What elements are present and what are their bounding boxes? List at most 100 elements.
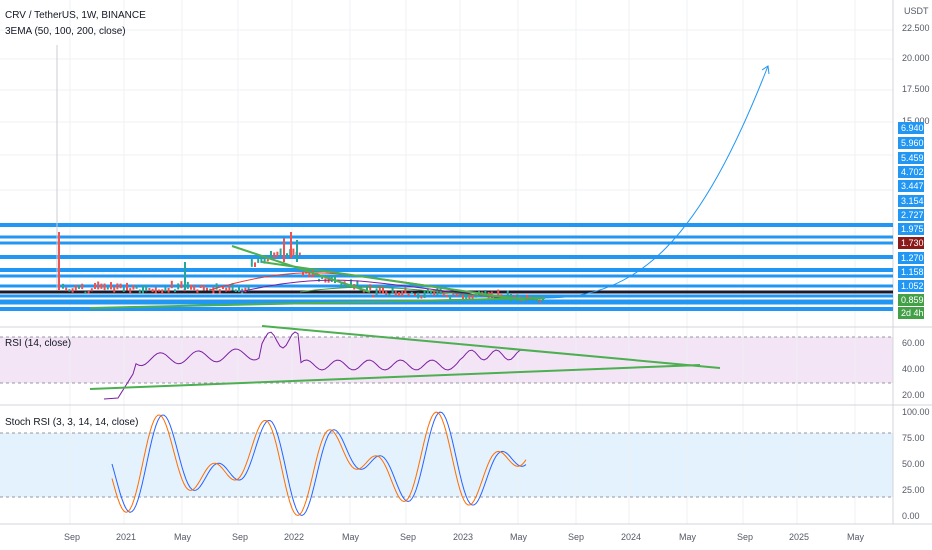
candle — [362, 289, 365, 293]
candle — [276, 251, 279, 257]
candle — [382, 286, 384, 294]
candle — [298, 252, 301, 256]
candle — [388, 293, 391, 298]
rsi-triangle-lines[interactable] — [89, 325, 721, 390]
candle — [145, 284, 148, 292]
price-tag-text: 3.154 — [901, 196, 924, 206]
price-tag-text: 1.052 — [901, 281, 924, 291]
stoch-tick: 100.00 — [902, 407, 930, 417]
price-tag-bg — [898, 294, 924, 306]
price-tag-bg — [898, 252, 924, 264]
candle — [238, 287, 240, 293]
candle — [468, 293, 471, 300]
candle — [180, 281, 183, 289]
candle — [430, 290, 432, 295]
candle — [455, 293, 458, 297]
time-label: 2024 — [621, 532, 641, 542]
candle — [142, 285, 144, 294]
candle — [161, 289, 164, 294]
time-label: 2025 — [789, 532, 809, 542]
stoch-tick: 0.00 — [902, 511, 920, 521]
price-tag-text: 4.702 — [901, 167, 924, 177]
candle — [420, 295, 423, 299]
candle — [228, 286, 231, 292]
price-tick: 17.500 — [902, 84, 930, 94]
candle — [103, 283, 106, 291]
candle — [126, 282, 128, 291]
price-tags: 6.940 5.960 5.459 4.702 3.447 3.154 2.72… — [898, 122, 924, 319]
vertical-grid — [69, 0, 856, 524]
candle — [94, 283, 96, 289]
stoch-indicator-label[interactable]: Stoch RSI (3, 3, 14, 14, close) — [5, 417, 138, 428]
candle — [71, 288, 74, 293]
symbol-title[interactable]: CRV / TetherUS, 1W, BINANCE — [5, 10, 146, 21]
candle — [113, 286, 116, 293]
candle — [170, 280, 173, 289]
price-tick: 22.500 — [902, 23, 930, 33]
ema-indicator-label[interactable]: 3EMA (50, 100, 200, close) — [5, 26, 126, 37]
price-tag-text: 1.270 — [901, 253, 924, 263]
rsi-indicator-label[interactable]: RSI (14, close) — [5, 338, 71, 349]
time-label: Sep — [400, 532, 416, 542]
candle — [110, 282, 112, 290]
candle — [302, 272, 304, 276]
price-trend-lines[interactable] — [89, 245, 546, 309]
candle — [513, 295, 516, 299]
candle — [474, 294, 477, 298]
candle — [177, 283, 180, 290]
stoch-k-line — [111, 411, 527, 517]
price-tag-text: 1.158 — [901, 267, 924, 277]
time-label: May — [679, 532, 697, 542]
candle — [129, 288, 132, 294]
countdown-tag-text: 2d 4h — [901, 308, 924, 318]
candle — [97, 281, 100, 290]
candle — [375, 288, 378, 295]
countdown-tag-bg — [898, 307, 924, 319]
stoch-tick: 50.00 — [902, 459, 925, 469]
candle — [340, 281, 343, 288]
candle — [283, 238, 285, 262]
candle — [446, 294, 448, 298]
time-axis[interactable]: Sep 2021 May Sep 2022 May Sep 2023 May S… — [64, 532, 865, 542]
candle — [266, 259, 269, 262]
rsi-tick: 20.00 — [902, 390, 925, 400]
candle — [442, 292, 445, 297]
candle — [273, 252, 276, 259]
candle — [350, 279, 352, 287]
candle — [356, 280, 359, 289]
candle — [407, 293, 410, 296]
candle — [497, 289, 500, 296]
price-tag-bg — [898, 152, 924, 164]
time-label: Sep — [232, 532, 248, 542]
rsi-line — [103, 331, 523, 400]
candle — [167, 287, 170, 293]
candle — [193, 285, 196, 291]
candle — [279, 248, 282, 257]
last-price-tag-bg — [898, 237, 924, 249]
candle — [174, 289, 176, 293]
candle — [542, 297, 544, 301]
price-tick: 20.000 — [902, 53, 930, 63]
candle — [196, 289, 199, 293]
stoch-tick: 75.00 — [902, 433, 925, 443]
candle — [398, 292, 400, 296]
candle — [138, 289, 141, 294]
price-tag-bg — [898, 209, 924, 221]
candle — [292, 248, 295, 256]
candle — [222, 286, 224, 290]
candle — [81, 283, 84, 290]
support-resistance-lines[interactable] — [0, 223, 893, 311]
candle — [334, 275, 336, 283]
candle — [257, 257, 260, 263]
rsi-tick: 60.00 — [902, 338, 925, 348]
candle — [215, 283, 218, 290]
time-label: 2022 — [284, 532, 304, 542]
projection-arrow[interactable] — [544, 65, 769, 299]
candle — [62, 283, 64, 289]
time-label: May — [847, 532, 865, 542]
candle — [225, 287, 228, 292]
candle — [231, 283, 234, 291]
candle — [290, 232, 292, 258]
candle — [247, 284, 250, 292]
